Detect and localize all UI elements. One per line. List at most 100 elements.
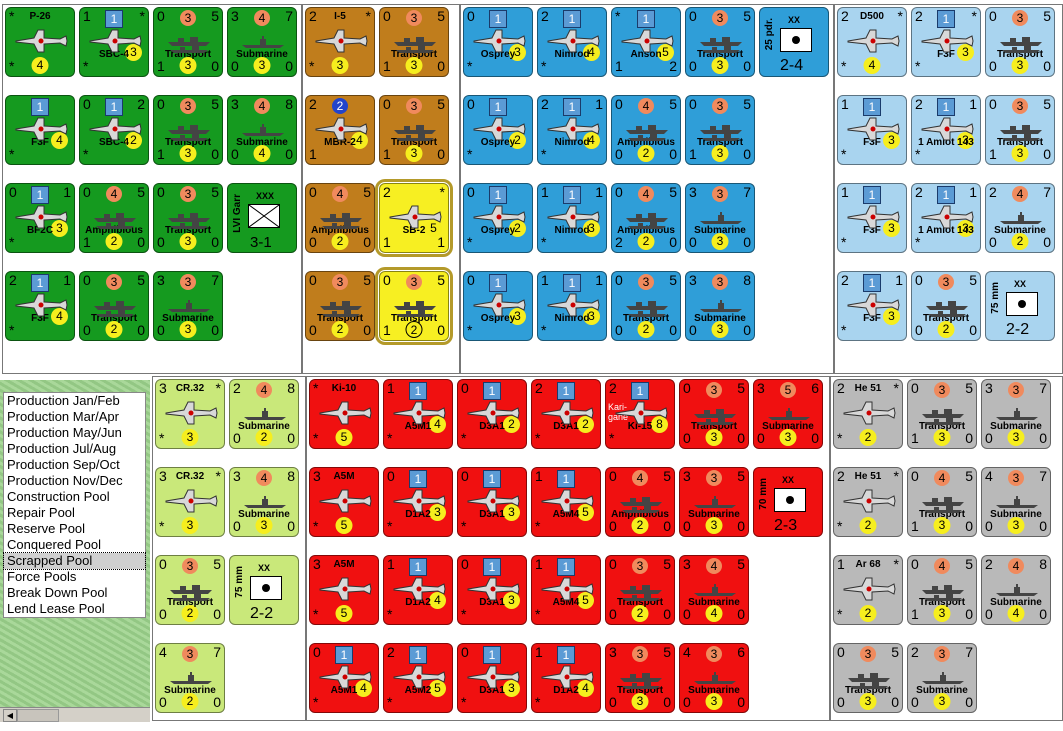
air-counter[interactable]: 2 1 * 1 3 1 Amiot 143 (911, 95, 981, 165)
pool-list[interactable]: Production Jan/Feb Production Mar/Apr Prod… (3, 392, 146, 618)
naval-counter[interactable]: 0 5 1 0 4 2 Amphibious (79, 183, 149, 253)
naval-counter[interactable]: 3 7 0 0 3 3 Submarine (685, 183, 755, 253)
air-counter[interactable]: 1 * 1 3 F3F (837, 95, 907, 165)
naval-counter[interactable]: 0 5 0 0 3 3 Transport (685, 7, 755, 77)
naval-counter[interactable]: 0 5 0 0 3 2 Transport (79, 271, 149, 341)
naval-counter[interactable]: 3 7 0 0 3 3 Submarine (981, 379, 1051, 449)
air-counter[interactable]: 2 * * 1 3 F3F (911, 7, 981, 77)
air-counter[interactable]: 0 * 1 2 Osprey (463, 95, 533, 165)
naval-counter[interactable]: 0 5 1 0 3 3 Transport (907, 379, 977, 449)
scroll-left-arrow-icon[interactable]: ◀ (3, 709, 17, 722)
air-counter[interactable]: 2 1 * 1 4 Nimrod (537, 95, 607, 165)
air-counter[interactable]: * * 4 P-26 (5, 7, 75, 77)
division-counter[interactable]: XX 75 mm 2-2 (229, 555, 299, 625)
naval-counter[interactable]: 3 8 0 0 3 3 Submarine (685, 271, 755, 341)
naval-counter[interactable]: 2 8 0 0 4 2 Submarine (229, 379, 299, 449)
air-counter[interactable]: 2 * 1 8 Ki-15 Kari-gane (605, 379, 675, 449)
naval-counter[interactable]: 0 5 0 0 4 2 Amphibious (605, 467, 675, 537)
naval-counter[interactable]: 0 5 0 0 3 3 Transport (985, 7, 1055, 77)
air-counter[interactable]: 2 * * 4 D500 (837, 7, 907, 77)
pool-list-item[interactable]: Scrapped Pool (3, 552, 146, 570)
pool-list-item[interactable]: Production Mar/Apr (7, 409, 119, 424)
naval-counter[interactable]: 2 7 0 0 4 2 Submarine (985, 183, 1055, 253)
pool-list-item[interactable]: Break Down Pool (7, 585, 108, 600)
naval-counter[interactable]: 2 8 0 0 4 4 Submarine (981, 555, 1051, 625)
air-counter[interactable]: 2 * * 2 He 51 (833, 379, 903, 449)
pool-list-item[interactable]: Production Jul/Aug (7, 441, 117, 456)
air-counter[interactable]: 2 1 * 1 3 1 Amiot 143 (911, 183, 981, 253)
air-counter[interactable]: 2 * 1 4 Nimrod (537, 7, 607, 77)
naval-counter[interactable]: 3 6 0 0 5 3 Submarine (753, 379, 823, 449)
air-counter[interactable]: 2 1 2 4 MBR-2 (305, 95, 375, 165)
pool-list-item[interactable]: Production Nov/Dec (7, 473, 123, 488)
naval-counter[interactable]: 3 7 0 0 3 3 Submarine (153, 271, 223, 341)
air-counter[interactable]: 2 1 * 1 4 F3F (5, 271, 75, 341)
pool-list-item[interactable]: Force Pools (7, 569, 77, 584)
air-counter[interactable]: * 1 2 1 5 Anson (611, 7, 681, 77)
air-counter[interactable]: 0 * 1 3 D3A1 (457, 643, 527, 713)
division-counter[interactable]: XX 75 mm 2-2 (985, 271, 1055, 341)
naval-counter[interactable]: 0 5 0 0 3 2 Transport (605, 555, 675, 625)
air-counter[interactable]: 2 * 1 2 D3A1 (531, 379, 601, 449)
air-counter[interactable]: 2 * * 3 I-5 (305, 7, 375, 77)
air-counter[interactable]: 1 * 1 3 F3F (837, 183, 907, 253)
naval-counter[interactable]: 3 8 0 0 4 4 Submarine (227, 95, 297, 165)
air-counter[interactable]: * * 5 Ki-10 (309, 379, 379, 449)
air-counter[interactable]: 1 * 1 4 D1A2 (383, 555, 453, 625)
naval-counter[interactable]: 4 7 0 0 3 2 Submarine (155, 643, 225, 713)
air-counter[interactable]: 0 * 1 2 Osprey (463, 183, 533, 253)
pool-list-item[interactable]: Lend Lease Pool (7, 601, 105, 616)
division-counter[interactable]: XX 70 mm 2-3 (753, 467, 823, 537)
air-counter[interactable]: 0 2 * 1 2 SBC-4 (79, 95, 149, 165)
naval-counter[interactable]: 0 5 0 0 3 3 Transport (833, 643, 903, 713)
naval-counter[interactable]: 0 5 1 0 3 3 Transport (685, 95, 755, 165)
naval-counter[interactable]: 2 7 0 0 3 3 Submarine (907, 643, 977, 713)
air-counter[interactable]: 2 * 1 1 5 SB-2 (375, 179, 453, 257)
air-counter[interactable]: 3 * 5 A5M (309, 467, 379, 537)
naval-counter[interactable]: 0 5 1 0 4 3 Transport (907, 467, 977, 537)
air-counter[interactable]: * 1 4 F3F (5, 95, 75, 165)
air-counter[interactable]: 0 1 * 1 3 BF2C (5, 183, 75, 253)
naval-counter[interactable]: 0 5 0 0 3 2 Transport (305, 271, 375, 341)
air-counter[interactable]: 1 * 1 4 D1A2 (531, 643, 601, 713)
naval-counter[interactable]: 0 5 0 0 4 2 Amphibious (305, 183, 375, 253)
naval-counter[interactable]: 3 8 0 0 4 3 Submarine (229, 467, 299, 537)
air-counter[interactable]: 0 * 1 3 D3A1 (457, 555, 527, 625)
air-counter[interactable]: 1 * 1 5 A5M4 (531, 555, 601, 625)
naval-counter[interactable]: 0 5 2 0 4 2 Amphibious (611, 183, 681, 253)
pool-list-item[interactable]: Production Sep/Oct (7, 457, 120, 472)
air-counter[interactable]: 0 * 1 4 A5M1 (309, 643, 379, 713)
naval-counter[interactable]: 0 5 1 0 3 3 Transport (985, 95, 1055, 165)
air-counter[interactable]: 2 * 1 5 A5M2 (383, 643, 453, 713)
air-counter[interactable]: 0 * 1 3 D3A1 (457, 467, 527, 537)
naval-counter[interactable]: 4 7 0 0 3 3 Submarine (981, 467, 1051, 537)
naval-counter[interactable]: 0 5 1 0 3 2 Transport (375, 267, 453, 345)
air-counter[interactable]: 1 * * 2 Ar 68 (833, 555, 903, 625)
air-counter[interactable]: 1 1 * 1 3 Nimrod (537, 183, 607, 253)
pool-list-item[interactable]: Conquered Pool (7, 537, 101, 552)
naval-counter[interactable]: 0 5 1 0 3 3 Transport (379, 7, 449, 77)
air-counter[interactable]: 0 * 1 3 Osprey (463, 271, 533, 341)
air-counter[interactable]: 2 1 * 1 3 F3F (837, 271, 907, 341)
naval-counter[interactable]: 0 5 0 0 4 2 Amphibious (611, 95, 681, 165)
naval-counter[interactable]: 3 5 0 0 4 4 Submarine (679, 555, 749, 625)
naval-counter[interactable]: 0 5 0 0 3 2 Transport (911, 271, 981, 341)
air-counter[interactable]: 0 * 1 3 D1A2 (383, 467, 453, 537)
air-counter[interactable]: 0 * 1 3 Osprey (463, 7, 533, 77)
air-counter[interactable]: 1 * * 1 3 SBC-4 (79, 7, 149, 77)
air-counter[interactable]: 3 * * 3 CR.32 (155, 379, 225, 449)
pool-list-item[interactable]: Reserve Pool (7, 521, 86, 536)
air-counter[interactable]: 3 * * 3 CR.32 (155, 467, 225, 537)
pool-list-item[interactable]: Repair Pool (7, 505, 75, 520)
division-counter[interactable]: XX 25 pdr. 2-4 (759, 7, 829, 77)
naval-counter[interactable]: 0 5 0 0 3 2 Transport (155, 555, 225, 625)
pool-list-item[interactable]: Production May/Jun (7, 425, 122, 440)
pool-list-item[interactable]: Construction Pool (7, 489, 110, 504)
naval-counter[interactable]: 0 5 1 0 3 3 Transport (153, 7, 223, 77)
air-counter[interactable]: 3 * 5 A5M (309, 555, 379, 625)
naval-counter[interactable]: 0 5 0 0 3 3 Transport (153, 183, 223, 253)
naval-counter[interactable]: 3 7 0 0 4 3 Submarine (227, 7, 297, 77)
air-counter[interactable]: 1 * 1 4 A5M1 (383, 379, 453, 449)
scrollbar-thumb[interactable] (17, 709, 59, 722)
naval-counter[interactable]: 0 5 1 0 3 3 Transport (153, 95, 223, 165)
